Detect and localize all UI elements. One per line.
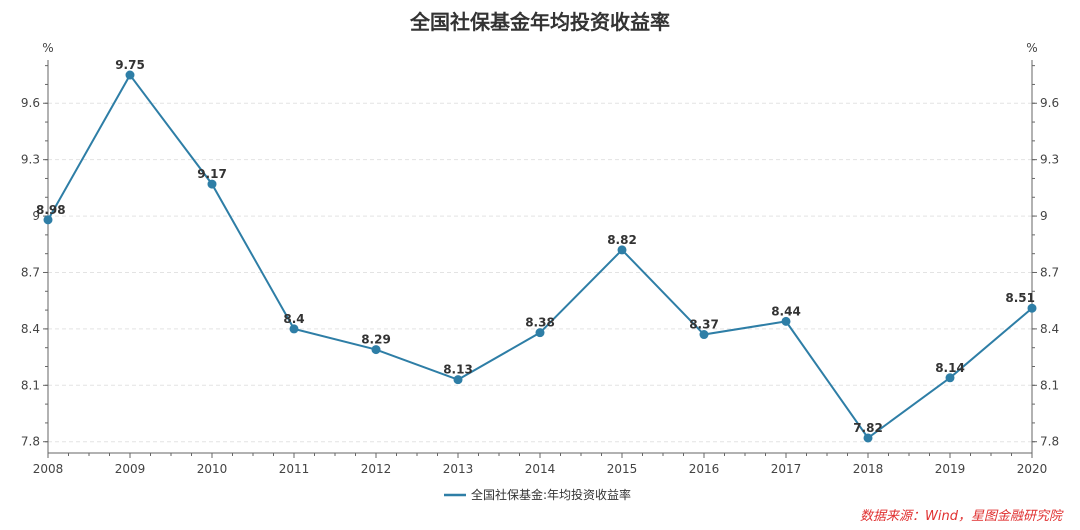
legend: 全国社保基金:年均投资收益率 (444, 487, 631, 502)
data-point (863, 433, 873, 443)
data-point (699, 330, 709, 340)
data-label: 8.51 (1005, 291, 1035, 305)
data-label: 8.14 (935, 361, 965, 375)
x-tick-label: 2009 (115, 462, 146, 476)
data-label: 7.82 (853, 421, 883, 435)
data-label: 9.75 (115, 58, 145, 72)
x-tick-label: 2017 (771, 462, 802, 476)
x-tick-label: 2018 (853, 462, 884, 476)
x-tick-label: 2019 (935, 462, 966, 476)
data-label: 8.4 (283, 312, 304, 326)
data-label: 8.29 (361, 333, 391, 347)
data-labels: 8.98 9.75 9.17 8.4 8.29 8.13 8.38 8.82 8.37 8.44 7… (36, 58, 1035, 435)
x-tick-label: 2016 (689, 462, 720, 476)
y-tick-label-right: 9 (1040, 209, 1048, 223)
x-tick-label: 2020 (1017, 462, 1048, 476)
y-tick-label-left: 8.1 (21, 378, 40, 392)
grid-lines (48, 102, 1032, 443)
y-tick-label-right: 8.4 (1040, 322, 1059, 336)
x-tick-label: 2014 (525, 462, 556, 476)
data-label: 8.38 (525, 316, 555, 330)
x-tick-label: 2011 (279, 462, 310, 476)
y-tick-label-right: 9.6 (1040, 96, 1059, 110)
y-tick-label-left: 9.6 (21, 96, 40, 110)
x-tick-label: 2015 (607, 462, 638, 476)
x-tick-label: 2008 (33, 462, 64, 476)
y-tick-label-left: 9.3 (21, 153, 40, 167)
y-tick-label-right: 7.8 (1040, 435, 1059, 449)
y-tick-label-left: 7.8 (21, 435, 40, 449)
data-point (535, 328, 545, 338)
data-point (945, 373, 955, 383)
data-label: 8.37 (689, 318, 719, 332)
x-tick-label: 2013 (443, 462, 474, 476)
source-note: 数据来源：Wind，星图金融研究院 (860, 508, 1064, 524)
data-label: 8.98 (36, 203, 66, 217)
chart-title: 全国社保基金年均投资收益率 (409, 10, 670, 34)
series-layer (43, 70, 1037, 443)
legend-label: 全国社保基金:年均投资收益率 (471, 487, 631, 502)
data-point (371, 345, 381, 355)
data-point (289, 324, 299, 334)
data-point (125, 70, 135, 80)
y-tick-label-right: 8.7 (1040, 265, 1059, 279)
y-tick-label-right: 8.1 (1040, 378, 1059, 392)
x-tick-label: 2010 (197, 462, 228, 476)
data-point (43, 215, 53, 225)
y-axis-left-unit: % (42, 41, 53, 55)
y-tick-label-left: 8.7 (21, 265, 40, 279)
data-label: 8.44 (771, 304, 801, 318)
data-label: 9.17 (197, 167, 227, 181)
series-line (47, 73, 1033, 440)
data-point (781, 316, 791, 326)
y-axis-right-unit: % (1026, 41, 1037, 55)
y-tick-label-right: 9.3 (1040, 153, 1059, 167)
y-tick-label-left: 8.4 (21, 322, 40, 336)
data-point (207, 179, 217, 189)
data-point (1027, 303, 1037, 313)
data-point (453, 375, 463, 385)
x-tick-label: 2012 (361, 462, 392, 476)
data-label: 8.13 (443, 363, 473, 377)
y-tick-label-left: 9 (32, 209, 40, 223)
data-point (617, 245, 627, 255)
data-label: 8.82 (607, 233, 637, 247)
axes: 7.8 7.8 8.1 8.1 8.4 8.4 8.7 8.7 9 9 9.3 9.3 9.6 9.6 20… (21, 60, 1059, 476)
